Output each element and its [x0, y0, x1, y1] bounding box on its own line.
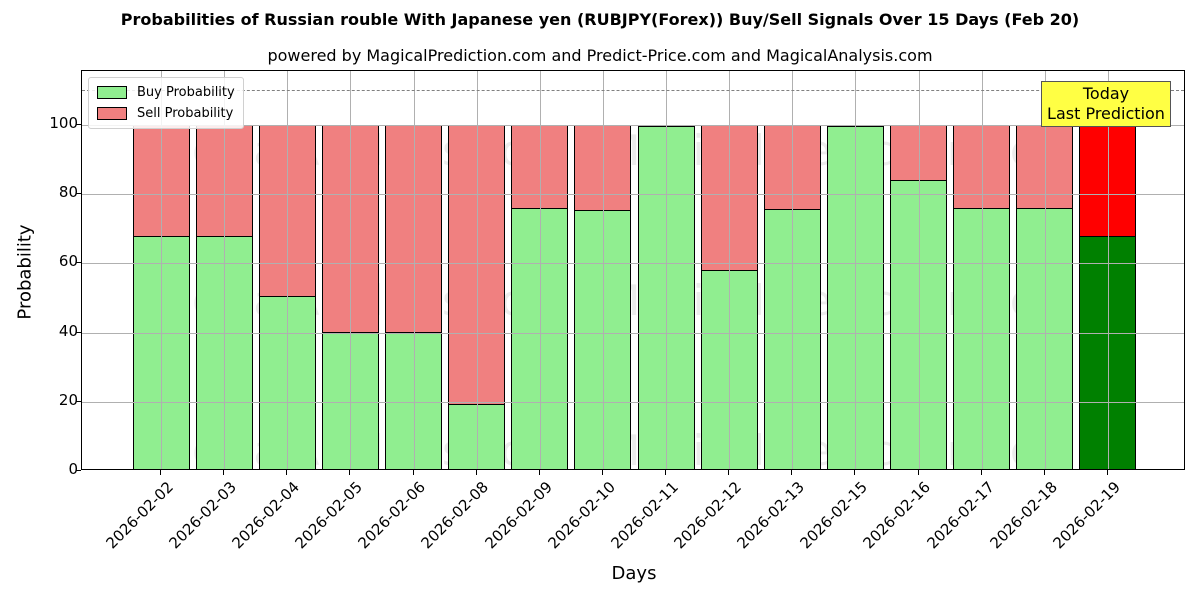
legend-item-sell: Sell Probability	[97, 103, 235, 124]
x-tick	[601, 470, 603, 475]
x-axis-label: Days	[611, 563, 657, 584]
chart-title: Probabilities of Russian rouble With Jap…	[120, 10, 1080, 29]
chart-subtitle: powered by MagicalPrediction.com and Pre…	[267, 46, 933, 65]
x-tick	[1043, 470, 1045, 475]
x-tick-label: 2026-02-02	[102, 478, 177, 553]
x-tick	[286, 470, 288, 475]
grid-line-vertical	[1107, 71, 1109, 469]
x-tick-label: 2026-02-17	[923, 478, 998, 553]
x-tick	[728, 470, 730, 475]
grid-line-horizontal	[82, 401, 1184, 403]
y-tick	[76, 331, 81, 333]
x-tick-label: 2026-02-05	[291, 478, 367, 553]
x-tick	[538, 470, 540, 475]
x-tick-label: 2026-02-09	[481, 478, 556, 553]
sell-swatch	[97, 107, 127, 120]
y-axis-label: Probability	[14, 224, 36, 320]
grid-line-vertical	[602, 71, 604, 469]
x-tick-label: 2026-02-19	[1049, 478, 1124, 553]
grid-line-vertical	[161, 71, 162, 469]
buy-swatch	[97, 86, 127, 99]
grid-line-vertical	[729, 71, 731, 469]
y-tick	[76, 470, 81, 471]
x-tick-label: 2026-02-10	[544, 478, 619, 553]
grid-line-vertical	[918, 71, 920, 469]
x-tick-label: 2026-02-08	[418, 478, 493, 553]
y-tick-label: 100	[49, 114, 78, 132]
grid-line-vertical	[855, 71, 857, 469]
y-tick-label: 20	[58, 390, 78, 409]
x-tick	[349, 470, 351, 475]
x-tick	[475, 470, 477, 475]
x-tick	[917, 470, 919, 475]
x-tick-label: 2026-02-13	[733, 478, 809, 553]
x-tick-label: 2026-02-04	[228, 478, 303, 553]
threshold-dashed-line	[82, 90, 1184, 92]
x-tick-label: 2026-02-15	[796, 478, 872, 553]
grid-line-vertical	[413, 71, 415, 469]
y-tick	[76, 400, 81, 402]
y-tick-label: 0	[68, 460, 78, 478]
grid-line-vertical	[350, 71, 352, 469]
grid-line-horizontal	[82, 194, 1184, 196]
legend-buy-label: Buy Probability	[137, 85, 235, 100]
grid-line-vertical	[476, 71, 478, 469]
x-tick	[665, 470, 667, 475]
x-tick-label: 2026-02-06	[354, 478, 430, 553]
x-tick	[1106, 470, 1108, 475]
legend: Buy Probability Sell Probability	[88, 77, 244, 129]
legend-sell-label: Sell Probability	[137, 106, 234, 121]
grid-line-horizontal	[82, 263, 1184, 265]
grid-line-vertical	[224, 71, 226, 469]
x-tick	[980, 470, 982, 475]
today-annotation: Today Last Prediction	[1041, 81, 1171, 127]
grid-line-vertical	[539, 71, 541, 469]
grid-line-vertical	[981, 71, 983, 469]
today-line2: Last Prediction	[1047, 104, 1165, 123]
grid-line-horizontal	[82, 332, 1184, 334]
y-tick-label: 80	[58, 183, 78, 202]
x-tick	[412, 470, 414, 475]
x-tick-label: 2026-02-12	[670, 478, 745, 553]
grid-line-vertical	[287, 71, 289, 469]
y-tick	[76, 262, 81, 264]
today-line1: Today	[1082, 84, 1130, 103]
grid-line-vertical	[666, 71, 668, 469]
x-tick	[791, 470, 793, 475]
y-tick	[76, 124, 81, 125]
x-tick	[160, 470, 161, 475]
x-tick	[854, 470, 856, 475]
x-tick-label: 2026-02-16	[859, 478, 935, 553]
x-tick-label: 2026-02-03	[165, 478, 240, 553]
y-tick	[76, 193, 81, 195]
y-tick-label: 40	[58, 321, 78, 340]
y-tick-label: 60	[58, 252, 78, 271]
plot-area: MagicalAnalysis.comMagicalPrediction.com…	[81, 70, 1185, 470]
x-tick	[223, 470, 225, 475]
grid-line-vertical	[792, 71, 794, 469]
legend-item-buy: Buy Probability	[97, 82, 235, 103]
grid-line-horizontal	[82, 125, 1184, 126]
x-tick-label: 2026-02-11	[607, 478, 682, 553]
grid-line-vertical	[1044, 71, 1046, 469]
